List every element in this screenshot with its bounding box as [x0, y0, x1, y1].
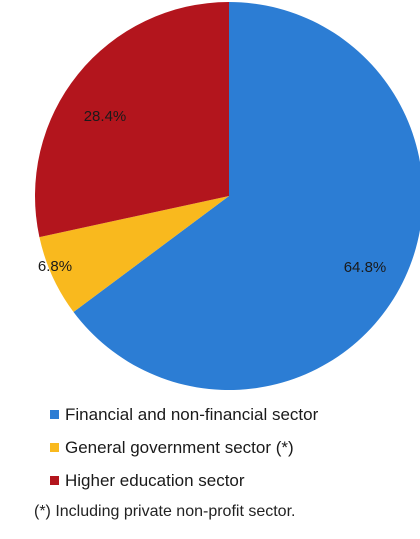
legend-swatch-higher-education [50, 476, 59, 485]
pie-chart: 64.8% 6.8% 28.4% [34, 2, 420, 390]
slice-label-financial: 64.8% [344, 259, 387, 276]
slice-label-higher-education: 28.4% [84, 108, 127, 125]
slice-label-government: 6.8% [38, 258, 72, 275]
pie-slice-higher-education [34, 2, 229, 238]
legend-item-government: General government sector (*) [50, 431, 318, 464]
pie-slice-government [39, 196, 229, 312]
footnote: (*) Including private non-profit sector. [34, 503, 296, 520]
pie-slice-financial [73, 2, 420, 390]
legend-item-higher-education: Higher education sector [50, 464, 318, 497]
legend-label-higher-education: Higher education sector [65, 470, 245, 490]
legend: Financial and non-financial sector Gener… [50, 398, 318, 497]
legend-label-financial: Financial and non-financial sector [65, 404, 319, 424]
legend-swatch-government [50, 443, 59, 452]
legend-item-financial: Financial and non-financial sector [50, 398, 318, 431]
legend-label-government: General government sector (*) [65, 437, 294, 457]
legend-swatch-financial [50, 410, 59, 419]
